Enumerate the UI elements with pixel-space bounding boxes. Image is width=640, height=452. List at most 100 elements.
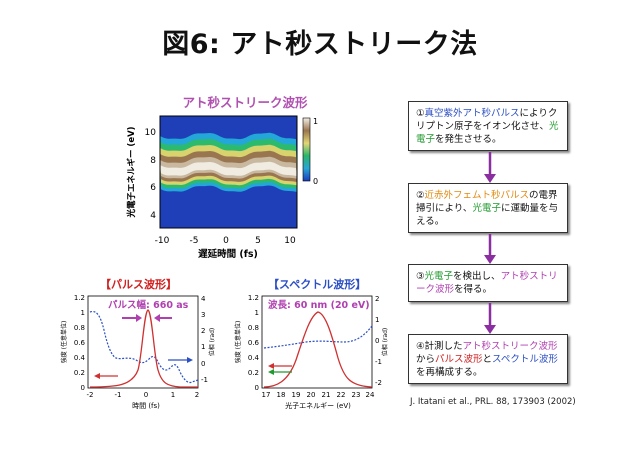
spectrum-ytick: 1 <box>255 309 259 317</box>
pulse-xtick: -1 <box>115 391 122 399</box>
step-box-4: ④計測したアト秒ストリーク波形からパルス波形とスペクトル波形を再構成する。 <box>408 334 568 384</box>
step-box-3: ③光電子を検出し、アト秒ストリーク波形を得る。 <box>408 264 568 302</box>
pulse-ylabel-right: 位相 (rad) <box>208 328 216 357</box>
streak-xtick: -5 <box>190 236 199 246</box>
pulse-ytick: 0.2 <box>74 369 85 377</box>
pulse-xtick: 0 <box>144 391 148 399</box>
left-arrow-red <box>94 373 118 379</box>
step-text-segment: に運動量を与える。 <box>416 203 558 227</box>
pulse-ylabel-left: 強度 (任意単位) <box>60 321 68 364</box>
spectrum-intensity-curve <box>263 311 373 388</box>
pulse-ytick: 1 <box>81 309 85 317</box>
pulse-phase-tick: 0 <box>201 360 205 368</box>
pulse-ytick: 0 <box>81 384 85 392</box>
streak-xtick: 0 <box>223 236 229 246</box>
pulse-annotation: パルス幅: 660 as <box>108 299 189 311</box>
pulse-phase-tick: 3 <box>201 311 205 319</box>
spectrum-phase-tick: 2 <box>375 295 379 303</box>
spectrum-ylabel-right: 位相 (rad) <box>381 328 389 357</box>
flow-arrow-1 <box>484 152 496 183</box>
spectrum-plot-title: 【スペクトル波形】 <box>268 278 367 291</box>
step-text-segment: を検出し、 <box>453 271 501 282</box>
step-text-segment: を再構成する。 <box>416 367 483 378</box>
step-text-segment: を発生させる。 <box>435 134 502 145</box>
pulse-ytick: 0.6 <box>74 339 86 347</box>
streak-ylabel: 光電子エネルギー (eV) <box>126 126 137 218</box>
streak-ytick: 10 <box>145 128 157 138</box>
colorbar <box>302 117 311 182</box>
citation: J. Itatani et al., PRL. 88, 173903 (2002… <box>410 397 576 407</box>
streak-plot-title: アト秒ストリーク波形 <box>182 95 308 110</box>
pulse-phase-tick: 4 <box>201 295 206 303</box>
step-text-segment: 光電子 <box>416 121 559 145</box>
pulse-xtick: 2 <box>195 391 199 399</box>
streak-ytick: 6 <box>150 183 156 193</box>
spectrum-xlabel: 光子エネルギー (eV) <box>285 401 351 410</box>
streak-xtick: 10 <box>284 236 296 246</box>
step-text-segment: アト秒ストリーク波形 <box>462 341 558 352</box>
spectrum-ytick: 1.2 <box>248 294 259 302</box>
step-text-segment: ① <box>416 108 425 119</box>
step-text-segment: を得る。 <box>454 284 493 295</box>
pulse-ytick: 0.8 <box>74 324 85 332</box>
streak-ytick: 4 <box>150 211 156 221</box>
step-text-segment: ② <box>416 190 425 201</box>
spectrum-xtick: 22 <box>337 391 346 399</box>
pulse-ytick: 0.4 <box>74 354 86 362</box>
spectrum-ytick: 0.2 <box>248 369 259 377</box>
left-arrow-green <box>268 369 292 375</box>
pulse-phase-tick: 1 <box>201 343 205 351</box>
streak-ytick: 8 <box>150 156 156 166</box>
pulse-phase-tick: -1 <box>201 376 208 384</box>
streak-xtick: -10 <box>155 236 170 246</box>
colorbar-tick: 0 <box>313 177 318 186</box>
flow-arrows <box>484 152 496 334</box>
step-text-segment: 光電子 <box>472 203 501 214</box>
pulse-plot: パルス幅: 660 as 0 0.2 0.4 0.6 0.8 1 1.2 -1 … <box>60 294 216 410</box>
pulse-ytick: 1.2 <box>74 294 85 302</box>
spectrum-xtick: 18 <box>277 391 286 399</box>
step-text-segment: と <box>482 354 493 365</box>
step-text-segment: ④計測した <box>416 341 463 352</box>
step-box-2: ②近赤外フェムト秒パルスの電界掃引により、光電子に運動量を与える。 <box>408 183 568 233</box>
step-box-1: ①真空紫外アト秒パルスによりクリプトン原子をイオン化させ、光電子を発生させる。 <box>408 101 568 151</box>
width-arrow-left <box>122 314 142 322</box>
step-text-segment: 近赤外フェムト秒パルス <box>424 190 530 201</box>
spectrum-xtick: 24 <box>366 391 375 399</box>
slide-title: 図6: アト秒ストリーク法 <box>162 29 478 60</box>
pulse-xlabel: 時間 (fs) <box>132 402 160 410</box>
spectrum-phase-tick: -1 <box>375 358 382 366</box>
spectrum-plot: 波長: 60 nm (20 eV) 0 0.2 0.4 0.6 0.8 1 1.… <box>234 294 389 410</box>
spectrum-ytick: 0 <box>255 384 259 392</box>
pulse-xtick: 1 <box>171 391 175 399</box>
step-text-segment: の電界掃引により、 <box>416 190 558 214</box>
pulse-intensity-curve <box>89 309 198 388</box>
heat-band <box>160 161 297 176</box>
step-text-segment: スペクトル波形 <box>492 354 558 365</box>
spectrum-ylabel-left: 強度 (任意単位) <box>234 321 242 364</box>
step-text-segment: アト秒ストリーク波形 <box>416 271 558 295</box>
spectrum-ytick: 0.8 <box>248 324 259 332</box>
colorbar-tick: 1 <box>313 117 318 126</box>
spectrum-annotation: 波長: 60 nm (20 eV) <box>268 299 370 311</box>
streak-xtick: 5 <box>255 236 261 246</box>
left-arrow-red <box>268 363 292 369</box>
pulse-xtick: -2 <box>87 391 94 399</box>
spectrum-xtick: 20 <box>307 391 316 399</box>
spectrum-xtick: 21 <box>322 391 331 399</box>
step-text-segment: パルス波形 <box>435 354 483 365</box>
step-text-segment: 光電子 <box>424 271 454 282</box>
spectrum-ytick: 0.4 <box>248 354 260 362</box>
streak-xlabel: 遅延時間 (fs) <box>198 248 258 260</box>
spectrum-xtick: 17 <box>262 391 271 399</box>
spectrum-phase-tick: 1 <box>375 316 379 324</box>
spectrum-phase-tick: -2 <box>375 379 382 387</box>
streak-plot: -10 -5 0 5 10 4 6 8 10 遅延時間 (fs) 光電子エネルギ… <box>126 115 318 260</box>
pulse-phase-tick: 2 <box>201 327 205 335</box>
flow-arrow-3 <box>484 303 496 334</box>
flow-arrow-2 <box>484 234 496 264</box>
spectrum-phase-tick: 0 <box>375 337 379 345</box>
width-arrow-right <box>154 314 172 322</box>
step-text-segment: から <box>416 354 436 365</box>
spectrum-xtick: 23 <box>352 391 361 399</box>
